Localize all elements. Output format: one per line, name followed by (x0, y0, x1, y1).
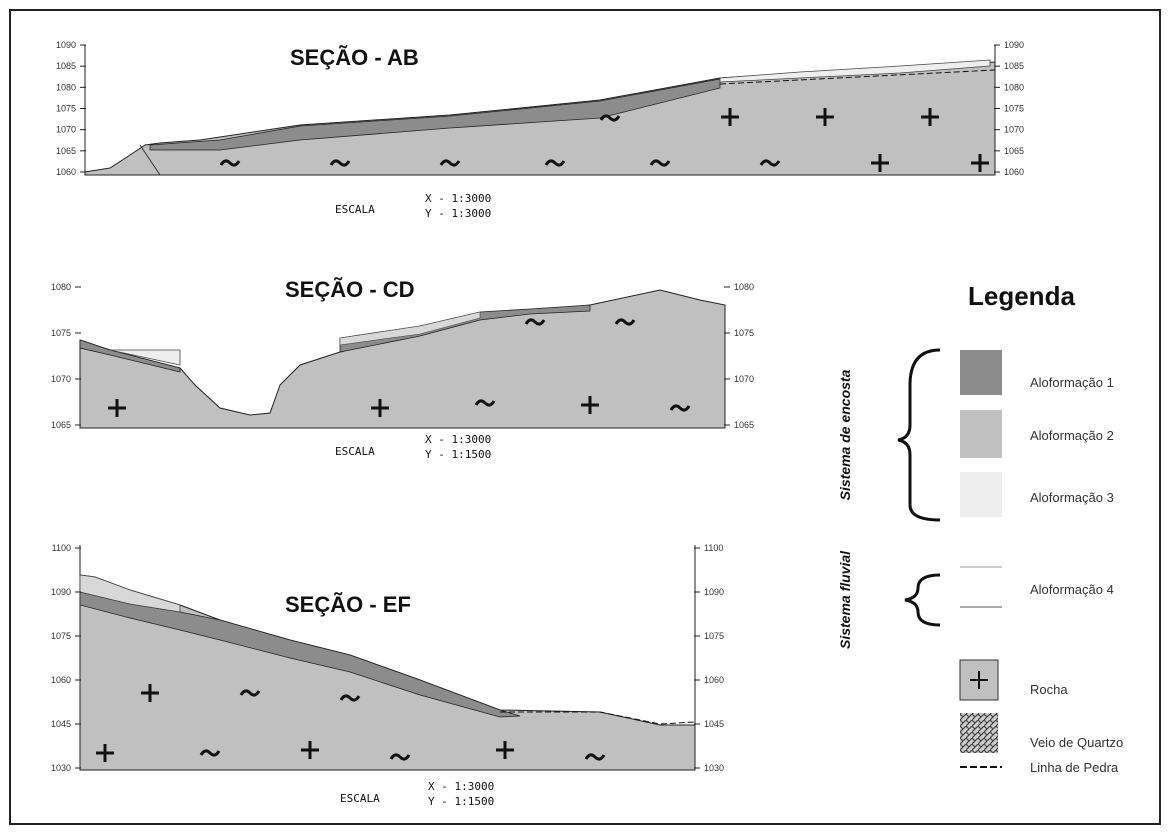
axis-label: 1070 (56, 125, 76, 135)
axis-label: 1100 (704, 543, 723, 553)
axis-label: 1060 (51, 675, 71, 685)
axis-label: 1075 (734, 328, 754, 338)
axis-label: 1045 (51, 719, 71, 729)
scale-y: Y - 1:3000 (425, 207, 491, 220)
swatch (960, 472, 1002, 517)
axis-label: 1030 (51, 763, 71, 773)
figure: SEÇÃO - AB ESCALA X - 1:3000 Y - 1:3000 … (0, 0, 1171, 834)
axis-label: 1080 (734, 282, 754, 292)
axis-label: 1075 (1004, 104, 1024, 114)
legend-label: Linha de Pedra (1030, 760, 1119, 775)
scale-x: X - 1:3000 (425, 433, 491, 446)
axis-label: 1065 (1004, 146, 1024, 156)
legend-label: Aloformação 3 (1030, 490, 1114, 505)
swatch (960, 350, 1002, 395)
axis-label: 1045 (704, 719, 724, 729)
brace (898, 350, 940, 520)
scale-label: ESCALA (340, 792, 380, 805)
legend-label: Veio de Quartzo (1030, 735, 1123, 750)
scale-y: Y - 1:1500 (428, 795, 494, 808)
axis-label: 1030 (704, 763, 724, 773)
axis-label: 1060 (1004, 167, 1024, 177)
legend-label: Aloformação 1 (1030, 375, 1114, 390)
axis-label: 1100 (52, 543, 71, 553)
scale-label: ESCALA (335, 203, 375, 216)
axis-label: 1075 (51, 631, 71, 641)
axis-label: 1080 (1004, 82, 1024, 92)
axis-label: 1060 (704, 675, 724, 685)
legend-label: Rocha (1030, 682, 1068, 697)
axis-label: 1075 (51, 328, 71, 338)
brace (905, 575, 940, 625)
legend-title: Legenda (968, 281, 1075, 311)
axis-label: 1080 (51, 282, 71, 292)
legend-label: Aloformação 4 (1030, 582, 1114, 597)
axis-label: 1090 (1004, 40, 1024, 50)
axis-label: 1060 (56, 167, 76, 177)
section-title: SEÇÃO - AB (290, 45, 419, 70)
scale-x: X - 1:3000 (425, 192, 491, 205)
section-title: SEÇÃO - CD (285, 277, 415, 302)
axis-label: 1075 (704, 631, 724, 641)
group-label: Sistema fluvial (837, 550, 853, 649)
axis-label: 1085 (56, 61, 76, 71)
section-title: SEÇÃO - EF (285, 592, 411, 617)
axis-label: 1090 (51, 587, 71, 597)
axis-label: 1070 (51, 374, 71, 384)
section-ef (80, 545, 695, 770)
scale-label: ESCALA (335, 445, 375, 458)
axis-label: 1065 (51, 420, 71, 430)
axis-label: 1090 (704, 587, 724, 597)
section-ab (85, 45, 995, 175)
scale-x: X - 1:3000 (428, 780, 494, 793)
swatch (960, 410, 1002, 458)
axis-label: 1070 (1004, 125, 1024, 135)
axis-label: 1080 (56, 82, 76, 92)
axis-label: 1065 (56, 146, 76, 156)
legend-label: Aloformação 2 (1030, 428, 1114, 443)
group-label: Sistema de encosta (837, 369, 853, 500)
swatch (960, 713, 998, 753)
axis-label: 1070 (734, 374, 754, 384)
axis-label: 1065 (734, 420, 754, 430)
section-cd (80, 290, 725, 428)
scale-y: Y - 1:1500 (425, 448, 491, 461)
axis-label: 1085 (1004, 61, 1024, 71)
axis-label: 1090 (56, 40, 76, 50)
axis-label: 1075 (56, 104, 76, 114)
